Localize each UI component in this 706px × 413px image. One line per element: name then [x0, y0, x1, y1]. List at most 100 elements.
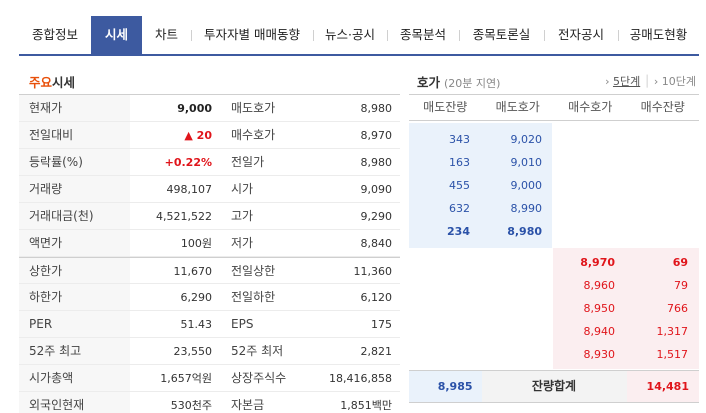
depth-selector: › 5단계 │ › 10단계 [605, 75, 696, 88]
header-ask-qty: 매도잔량 [423, 100, 468, 114]
quote-label: 자본금 [231, 398, 265, 412]
quote-value: 4,521,522 [156, 210, 212, 223]
quote-value: 18,416,858 [329, 372, 392, 385]
quote-value: 2,821 [360, 345, 393, 358]
total-label: 잔량합계 [481, 371, 627, 402]
quote-value: 8,980 [360, 102, 393, 115]
quote-value: 6,120 [360, 291, 393, 304]
bid-price[interactable]: 8,950 [583, 302, 616, 315]
bid-qty: 1,517 [656, 348, 689, 361]
quote-value: 1,657억원 [160, 372, 212, 385]
quote-label: 시가총액 [19, 365, 130, 391]
quote-row: 등락률(%) +0.22% 전일가 8,980 [19, 149, 400, 176]
tab-short-selling[interactable]: 공매도현황 [618, 16, 699, 54]
main-quotes-title: 주요시세 [29, 72, 75, 91]
quote-label: 전일가 [231, 155, 265, 169]
bid-price[interactable]: 8,960 [583, 279, 616, 292]
quote-value: 1,851백만 [340, 399, 392, 412]
title-highlight: 주요 [29, 75, 53, 90]
quote-label: 전일하한 [231, 290, 276, 304]
ask-qty: 234 [447, 225, 470, 238]
quote-row: 현재가 9,000 매도호가 8,980 [19, 95, 400, 122]
title-rest: 시세 [52, 75, 76, 90]
quote-label: 상한가 [19, 258, 130, 283]
ask-qty: 163 [449, 156, 470, 169]
bid-price[interactable]: 8,940 [583, 325, 616, 338]
quote-value: 175 [371, 318, 392, 331]
quote-row: 시가총액 1,657억원 상장주식수 18,416,858 [19, 365, 400, 392]
quote-row: 액면가 100원 저가 8,840 [19, 230, 400, 257]
bid-side-block [553, 248, 699, 369]
tab-chart[interactable]: 차트 [154, 27, 178, 42]
orderbook-total-row: 8,985 잔량합계 14,481 [409, 370, 699, 403]
header-ask-price: 매도호가 [495, 100, 540, 114]
quote-row: 전일대비 ▲ 20 매수호가 8,970 [19, 122, 400, 149]
ask-side-block [409, 123, 552, 248]
tab-bar: 종합정보 시세 차트 투자자별 매매동향 뉴스·공시 종목분석 종목토론실 전자… [19, 16, 699, 56]
quote-label: 상장주식수 [231, 371, 287, 385]
tab-overview[interactable]: 종합정보 [31, 27, 78, 42]
quote-label: 거래대금(천) [19, 203, 130, 229]
quote-label: 현재가 [19, 95, 130, 121]
total-ask-qty: 8,985 [409, 371, 482, 402]
bid-qty: 766 [667, 302, 688, 315]
orderbook-delay: (20분 지연) [444, 77, 501, 90]
quote-value: 8,840 [360, 237, 393, 250]
quote-value: 11,670 [173, 265, 213, 278]
ask-price[interactable]: 8,980 [507, 225, 542, 238]
quote-value: 9,090 [360, 183, 393, 196]
ask-qty: 455 [449, 179, 470, 192]
ask-price[interactable]: 8,990 [510, 202, 543, 215]
quote-label: 전일상한 [231, 264, 276, 278]
tab-investor-trading[interactable]: 투자자별 매매동향 [191, 16, 313, 54]
bid-qty: 69 [672, 256, 688, 269]
quote-label: 하한가 [19, 284, 130, 310]
ask-qty: 632 [449, 202, 470, 215]
quote-value: 11,360 [353, 265, 393, 278]
quote-row: 외국인현재 530천주 자본금 1,851백만 [19, 392, 400, 413]
quote-label: 고가 [231, 209, 254, 223]
tab-news-disclosure[interactable]: 뉴스·공시 [313, 16, 387, 54]
quote-value: 498,107 [166, 183, 213, 196]
tab-e-disclosure[interactable]: 전자공시 [544, 16, 618, 54]
quote-row: 거래대금(천) 4,521,522 고가 9,290 [19, 203, 400, 230]
main-quotes-table: 현재가 9,000 매도호가 8,980 전일대비 ▲ 20 매수호가 8,970 등락률(%)… [19, 94, 400, 413]
quote-label: 저가 [231, 236, 254, 250]
tab-analysis[interactable]: 종목분석 [387, 16, 459, 54]
ask-price[interactable]: 9,000 [510, 179, 543, 192]
quote-value: 8,980 [360, 156, 393, 169]
quote-row: 거래량 498,107 시가 9,090 [19, 176, 400, 203]
depth-10-link[interactable]: › 10단계 [653, 75, 696, 88]
orderbook-title-text: 호가 [417, 75, 441, 90]
bid-price[interactable]: 8,930 [583, 348, 616, 361]
tab-discussion[interactable]: 종목토론실 [459, 16, 544, 54]
quote-value: 100원 [180, 237, 212, 250]
quote-value: 9,000 [177, 102, 212, 115]
orderbook-header: 매도잔량 매도호가 매수호가 매수잔량 [409, 94, 699, 121]
orderbook-title: 호가 (20분 지연) [417, 72, 500, 91]
tab-quotes[interactable]: 시세 [91, 16, 142, 54]
quote-label: 액면가 [19, 230, 130, 256]
ask-qty: 343 [449, 133, 470, 146]
ask-price[interactable]: 9,020 [510, 133, 543, 146]
depth-5-link[interactable]: › 5단계 [605, 75, 641, 88]
quote-value: +0.22% [164, 156, 212, 169]
ask-price[interactable]: 9,010 [510, 156, 543, 169]
quote-value: 6,290 [180, 291, 213, 304]
bid-qty: 1,317 [656, 325, 689, 338]
quote-label: 시가 [231, 182, 254, 196]
quote-label: 매수호가 [231, 128, 276, 142]
quote-row: 상한가 11,670 전일상한 11,360 [19, 257, 400, 284]
quote-row: 하한가 6,290 전일하한 6,120 [19, 284, 400, 311]
quote-label: 매도호가 [231, 101, 276, 115]
quote-label: EPS [231, 317, 254, 331]
quote-label: 52주 최저 [231, 344, 284, 358]
quote-value: 530천주 [170, 399, 212, 412]
quote-value: ▲ 20 [184, 129, 212, 142]
bid-price[interactable]: 8,970 [580, 256, 615, 269]
quote-label: 전일대비 [19, 122, 130, 148]
bid-qty: 79 [674, 279, 688, 292]
quote-label: 52주 최고 [19, 338, 130, 364]
total-bid-qty: 14,481 [626, 371, 699, 402]
header-bid-price: 매수호가 [568, 100, 613, 114]
